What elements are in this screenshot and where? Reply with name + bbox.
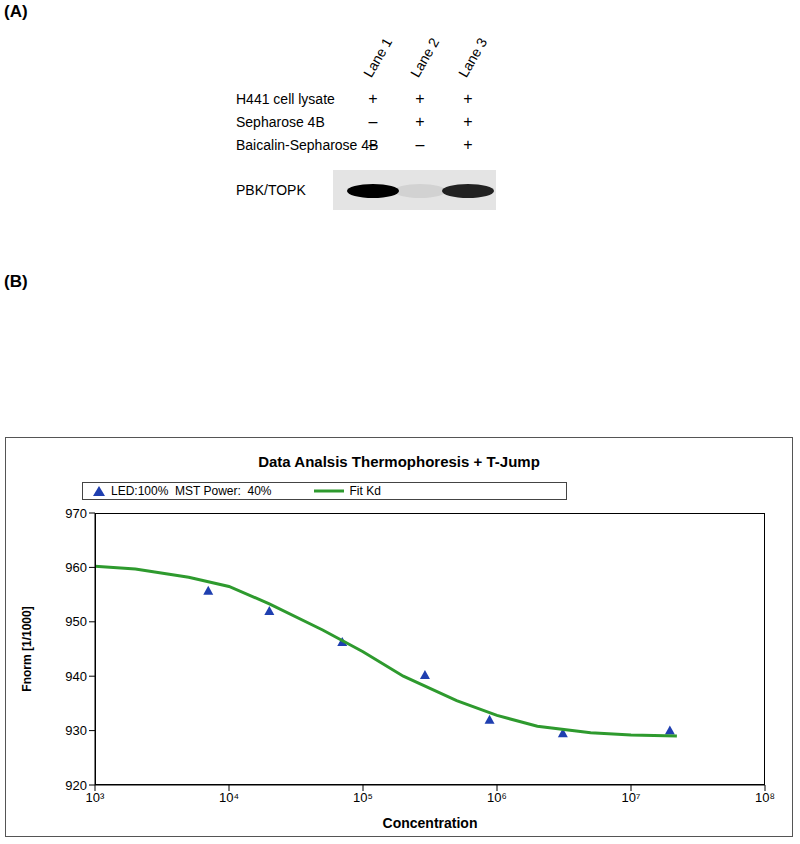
svg-text:950: 950 xyxy=(65,614,87,629)
svg-text:970: 970 xyxy=(65,506,87,521)
svg-text:10⁷: 10⁷ xyxy=(621,790,640,805)
svg-text:10⁸: 10⁸ xyxy=(755,790,775,805)
html-text:Baicalin-Sepharose 4B: Baicalin-Sepharose 4B xyxy=(236,137,379,153)
html-text:Fit Kd: Fit Kd xyxy=(349,484,381,498)
svg-text:10⁶: 10⁶ xyxy=(487,790,507,805)
html-text:(A): (A) xyxy=(4,2,28,21)
svg-text:960: 960 xyxy=(65,560,87,575)
svg-text:Concentration: Concentration xyxy=(383,815,478,831)
html-text:LED:100% MST Power: 40%: LED:100% MST Power: 40% xyxy=(111,484,272,498)
html-text:PBK/TOPK: PBK/TOPK xyxy=(236,182,306,198)
html-text:Lane 1: Lane 1 xyxy=(360,34,396,80)
html-text:Lane 3: Lane 3 xyxy=(455,34,491,80)
svg-text:940: 940 xyxy=(65,669,87,684)
svg-text:10⁴: 10⁴ xyxy=(219,790,239,805)
svg-text:10³: 10³ xyxy=(86,790,105,805)
svg-text:930: 930 xyxy=(65,723,87,738)
html-text:(B): (B) xyxy=(4,272,28,291)
html-text:Lane 2: Lane 2 xyxy=(407,34,443,80)
html-text:Data Analsis Thermophoresis +: Data Analsis Thermophoresis + T-Jump xyxy=(258,453,540,470)
html-text:H441 cell lysate: H441 cell lysate xyxy=(236,91,335,107)
html-text:Sepharose 4B: Sepharose 4B xyxy=(236,114,325,130)
svg-text:10⁵: 10⁵ xyxy=(353,790,373,805)
svg-text:Fnorm [1/1000]: Fnorm [1/1000] xyxy=(20,606,34,691)
svg-text:920: 920 xyxy=(65,778,87,793)
